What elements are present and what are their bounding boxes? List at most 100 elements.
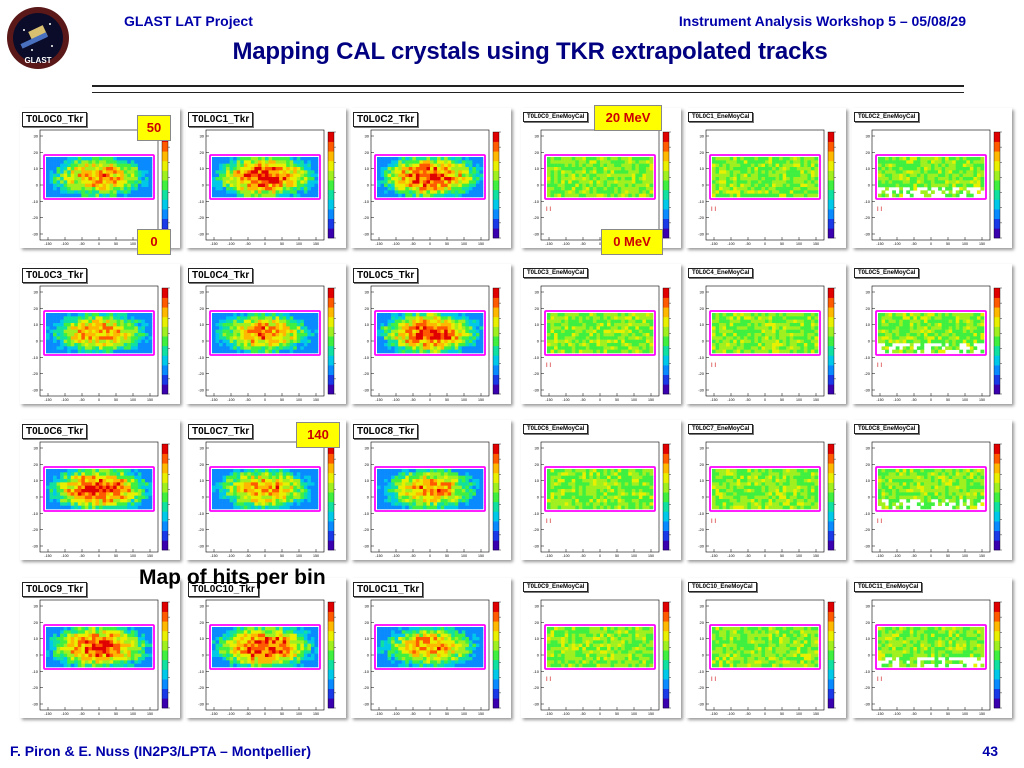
y-tick-label: 20 bbox=[700, 620, 705, 625]
y-tick-label: 10 bbox=[200, 478, 205, 483]
x-tick-label: 100 bbox=[962, 712, 968, 716]
x-tick-label: 150 bbox=[478, 554, 484, 558]
y-tick-label: 10 bbox=[866, 478, 871, 483]
y-tick-label: 10 bbox=[365, 478, 370, 483]
x-tick-label: -50 bbox=[79, 554, 84, 558]
heatmap-cells bbox=[46, 313, 153, 354]
x-tick-label: -100 bbox=[227, 712, 234, 716]
crystal-outline bbox=[209, 466, 321, 512]
y-tick-label: 30 bbox=[866, 604, 871, 609]
x-tick-label: -100 bbox=[727, 554, 734, 558]
y-tick-label: 10 bbox=[34, 166, 39, 171]
heatmap-cells bbox=[712, 469, 819, 510]
y-tick-label: -20 bbox=[198, 371, 205, 376]
x-tick-label: 100 bbox=[130, 398, 136, 402]
y-tick-label: 20 bbox=[535, 150, 540, 155]
x-tick-label: -150 bbox=[375, 712, 382, 716]
y-tick-label: 0 bbox=[868, 495, 871, 500]
x-tick-label: -100 bbox=[727, 712, 734, 716]
x-tick-label: -100 bbox=[893, 398, 900, 402]
y-tick-label: -10 bbox=[198, 511, 205, 516]
color-scale bbox=[161, 131, 169, 239]
x-tick-label: -100 bbox=[227, 398, 234, 402]
color-scale bbox=[827, 131, 835, 239]
y-tick-label: -30 bbox=[363, 232, 370, 237]
y-tick-label: 10 bbox=[866, 322, 871, 327]
y-tick-label: 0 bbox=[367, 339, 370, 344]
color-scale bbox=[662, 131, 670, 239]
x-tick-label: -100 bbox=[893, 554, 900, 558]
histogram-title: T0L0C3_Tkr bbox=[22, 268, 88, 283]
y-tick-label: 0 bbox=[36, 183, 39, 188]
x-tick-label: 50 bbox=[946, 242, 950, 246]
x-tick-label: -50 bbox=[410, 398, 415, 402]
y-tick-label: -20 bbox=[698, 527, 705, 532]
x-tick-label: 150 bbox=[813, 712, 819, 716]
x-tick-label: 0 bbox=[98, 712, 100, 716]
y-tick-label: -10 bbox=[363, 669, 370, 674]
y-tick-label: 10 bbox=[200, 166, 205, 171]
energy-min-annotation: 0 MeV bbox=[601, 229, 663, 255]
y-tick-label: -10 bbox=[864, 355, 871, 360]
y-tick-label: -30 bbox=[32, 544, 39, 549]
x-tick-label: 0 bbox=[599, 398, 601, 402]
x-tick-label: -150 bbox=[210, 398, 217, 402]
x-tick-label: 150 bbox=[979, 242, 985, 246]
y-tick-label: 30 bbox=[365, 446, 370, 451]
marker-text: I I bbox=[546, 207, 551, 213]
y-tick-label: -20 bbox=[32, 685, 39, 690]
color-scale bbox=[492, 601, 500, 709]
x-tick-label: 100 bbox=[461, 242, 467, 246]
histogram-title: T0L0C8_Tkr bbox=[353, 424, 419, 439]
x-tick-label: -50 bbox=[245, 712, 250, 716]
crystal-outline bbox=[43, 624, 155, 670]
y-tick-label: -10 bbox=[533, 199, 540, 204]
y-tick-label: -30 bbox=[198, 388, 205, 393]
y-tick-label: -10 bbox=[32, 669, 39, 674]
marker-text: I I bbox=[546, 677, 551, 683]
marker-text: I I bbox=[877, 677, 882, 683]
heatmap-cells bbox=[712, 157, 819, 198]
y-tick-label: -20 bbox=[698, 371, 705, 376]
y-tick-label: 0 bbox=[702, 495, 705, 500]
color-scale bbox=[662, 287, 670, 395]
y-tick-label: 30 bbox=[34, 604, 39, 609]
y-tick-label: -30 bbox=[698, 388, 705, 393]
x-tick-label: -100 bbox=[893, 712, 900, 716]
y-tick-label: 0 bbox=[367, 495, 370, 500]
histogram-title: T0L0C5_EneMoyCal bbox=[854, 268, 920, 278]
y-tick-label: 10 bbox=[365, 636, 370, 641]
histogram-title: T0L0C1_Tkr bbox=[188, 112, 254, 127]
y-tick-label: -20 bbox=[698, 685, 705, 690]
y-tick-label: 20 bbox=[700, 306, 705, 311]
y-tick-label: 0 bbox=[868, 653, 871, 658]
x-tick-label: 50 bbox=[114, 398, 118, 402]
x-tick-label: -150 bbox=[210, 242, 217, 246]
y-tick-label: 20 bbox=[200, 462, 205, 467]
x-tick-label: -50 bbox=[580, 242, 585, 246]
y-tick-label: -20 bbox=[363, 371, 370, 376]
heatmap-cells bbox=[712, 313, 819, 354]
x-tick-label: 150 bbox=[813, 242, 819, 246]
color-scale bbox=[827, 443, 835, 551]
y-tick-label: 0 bbox=[537, 653, 540, 658]
heatmap-cells bbox=[547, 313, 654, 354]
x-tick-label: 0 bbox=[264, 554, 266, 558]
x-tick-label: 0 bbox=[599, 712, 601, 716]
x-tick-label: 50 bbox=[780, 242, 784, 246]
y-tick-label: -20 bbox=[198, 527, 205, 532]
y-tick-label: 0 bbox=[202, 339, 205, 344]
y-tick-label: 0 bbox=[702, 339, 705, 344]
histogram-title: T0L0C2_EneMoyCal bbox=[854, 112, 920, 122]
x-tick-label: 100 bbox=[962, 554, 968, 558]
y-tick-label: -30 bbox=[864, 702, 871, 707]
